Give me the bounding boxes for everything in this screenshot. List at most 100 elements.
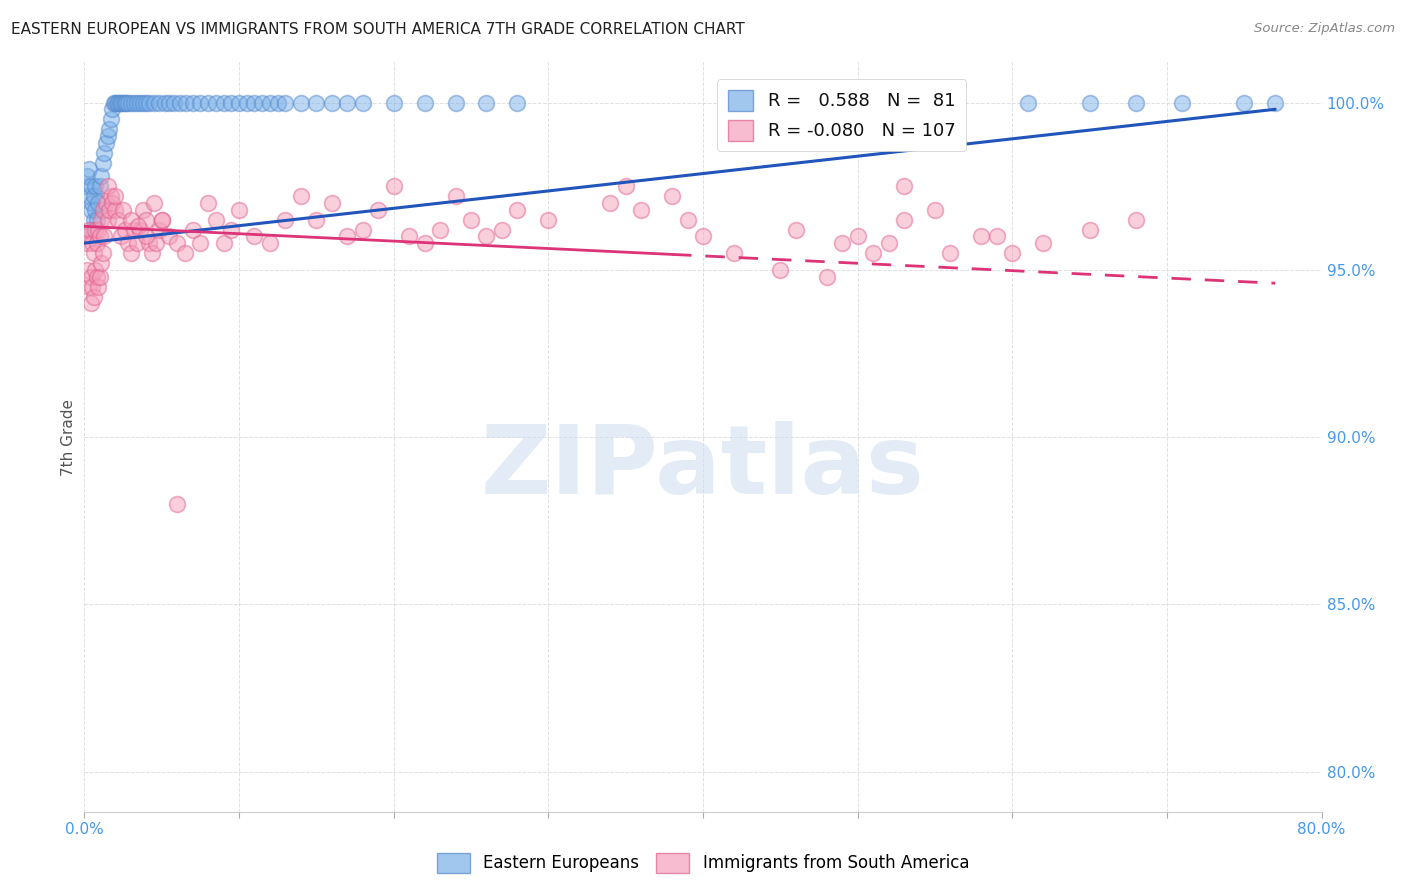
Point: [87, 223, 110, 237]
Point: [135, 212, 157, 227]
Point: [89, 179, 111, 194]
Point: [77, 223, 100, 237]
Point: [77, 162, 100, 177]
Point: [98, 202, 121, 217]
Point: [893, 95, 915, 110]
Point: [336, 229, 359, 244]
Point: [153, 95, 176, 110]
Point: [1017, 95, 1039, 110]
Point: [110, 95, 132, 110]
Point: [83, 189, 105, 203]
Point: [110, 229, 132, 244]
Point: [228, 95, 250, 110]
Point: [274, 95, 297, 110]
Point: [166, 497, 188, 511]
Point: [108, 95, 131, 110]
Point: [82, 279, 104, 293]
Point: [970, 229, 993, 244]
Point: [893, 212, 915, 227]
Point: [93, 229, 115, 244]
Point: [429, 223, 451, 237]
Point: [614, 179, 637, 194]
Point: [129, 95, 152, 110]
Point: [90, 169, 112, 184]
Point: [98, 122, 121, 136]
Point: [105, 95, 128, 110]
Point: [96, 212, 118, 227]
Point: [125, 236, 148, 251]
Point: [475, 229, 498, 244]
Point: [127, 219, 149, 234]
Point: [91, 246, 114, 260]
Point: [114, 223, 136, 237]
Point: [83, 212, 105, 227]
Point: [138, 236, 160, 251]
Point: [877, 95, 900, 110]
Point: [877, 236, 900, 251]
Point: [444, 95, 467, 110]
Point: [82, 196, 104, 211]
Point: [290, 95, 312, 110]
Point: [228, 202, 250, 217]
Point: [79, 296, 101, 310]
Point: [243, 229, 266, 244]
Point: [132, 202, 155, 217]
Point: [150, 212, 173, 227]
Point: [188, 236, 211, 251]
Point: [491, 223, 513, 237]
Point: [112, 202, 135, 217]
Point: [150, 212, 173, 227]
Point: [290, 189, 312, 203]
Point: [367, 202, 389, 217]
Point: [159, 229, 180, 244]
Point: [79, 269, 101, 284]
Point: [321, 196, 343, 211]
Point: [444, 189, 467, 203]
Point: [537, 212, 560, 227]
Point: [94, 136, 117, 150]
Point: [413, 95, 436, 110]
Point: [84, 202, 107, 217]
Point: [205, 212, 228, 227]
Point: [174, 246, 197, 260]
Point: [352, 223, 374, 237]
Point: [924, 202, 946, 217]
Point: [86, 212, 108, 227]
Point: [382, 95, 405, 110]
Point: [305, 95, 328, 110]
Point: [1078, 223, 1101, 237]
Point: [84, 263, 107, 277]
Point: [115, 95, 138, 110]
Point: [122, 95, 145, 110]
Point: [143, 95, 166, 110]
Point: [87, 279, 110, 293]
Point: [83, 290, 105, 304]
Point: [163, 95, 186, 110]
Point: [630, 202, 652, 217]
Point: [382, 179, 405, 194]
Point: [75, 179, 97, 194]
Point: [77, 279, 100, 293]
Point: [135, 95, 157, 110]
Point: [93, 145, 115, 160]
Point: [76, 263, 98, 277]
Point: [112, 95, 135, 110]
Point: [475, 95, 498, 110]
Point: [83, 246, 105, 260]
Point: [84, 179, 107, 194]
Point: [769, 263, 792, 277]
Point: [96, 129, 118, 144]
Point: [1078, 95, 1101, 110]
Point: [104, 202, 127, 217]
Point: [166, 236, 188, 251]
Point: [86, 269, 108, 284]
Point: [101, 103, 124, 117]
Point: [413, 236, 436, 251]
Point: [506, 202, 529, 217]
Point: [122, 223, 145, 237]
Point: [120, 212, 142, 227]
Point: [76, 169, 98, 184]
Point: [862, 95, 884, 110]
Point: [91, 156, 114, 170]
Point: [135, 229, 157, 244]
